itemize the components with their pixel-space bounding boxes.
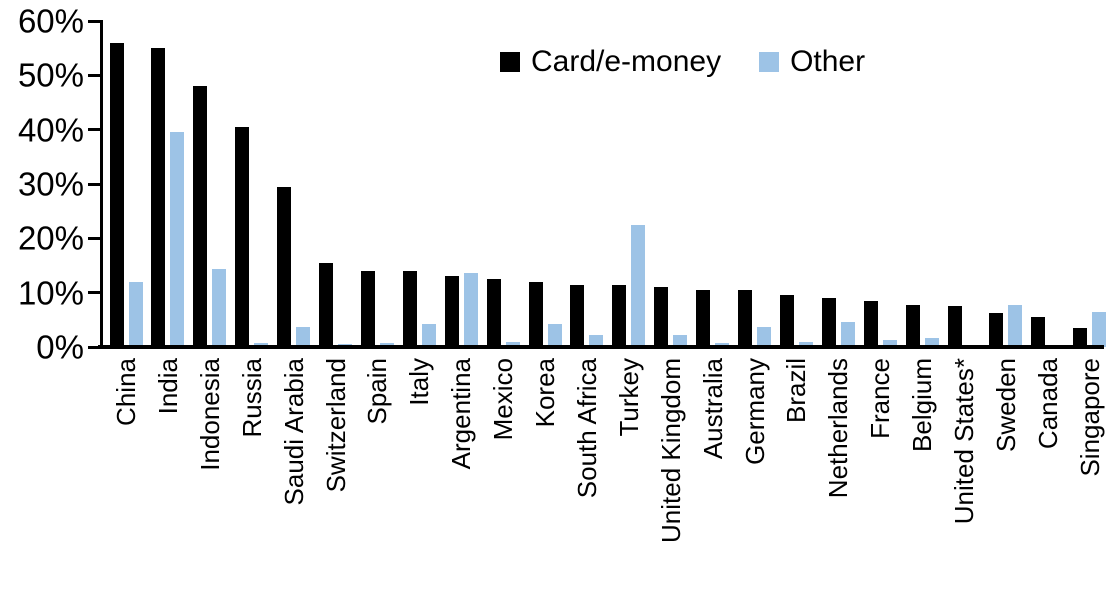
bar-card-e-money <box>360 270 375 347</box>
y-axis-tick <box>88 19 101 23</box>
bar-other <box>589 335 604 347</box>
bar-card-e-money <box>1073 327 1088 347</box>
y-axis-line <box>100 20 103 347</box>
y-axis-tick-label: 10% <box>17 274 84 312</box>
bar-other <box>296 327 311 347</box>
y-axis-tick-label: 30% <box>17 165 84 203</box>
bar-other <box>757 326 771 347</box>
bar-other <box>254 342 269 347</box>
bar-card-e-money <box>612 284 627 347</box>
bar-card-e-money <box>696 289 711 347</box>
legend-swatch-card-e-money-icon <box>500 52 520 72</box>
bar-other <box>798 342 813 347</box>
y-axis-tick <box>88 345 101 349</box>
bar-card-e-money <box>989 313 1004 347</box>
legend-item-card-e-money: Card/e-money <box>500 47 721 77</box>
y-axis-tick-label: 60% <box>17 2 84 40</box>
bar-other <box>715 342 730 347</box>
bar-other <box>128 281 143 347</box>
bar-card-e-money <box>277 186 292 347</box>
y-axis-tick <box>88 182 101 186</box>
bar-other <box>1092 312 1107 347</box>
bar-card-e-money <box>821 298 836 347</box>
bar-card-e-money <box>319 262 333 347</box>
bar-card-e-money <box>863 301 878 347</box>
bar-other <box>1008 304 1023 347</box>
legend-label-other: Other <box>790 45 866 78</box>
bar-other <box>170 132 185 347</box>
y-axis-tick-label: 40% <box>17 111 84 149</box>
legend-item-other: Other <box>759 47 865 77</box>
y-axis-tick-label: 50% <box>17 56 84 94</box>
bar-other <box>379 342 394 347</box>
bar-card-e-money <box>235 126 250 347</box>
bar-other <box>505 341 520 347</box>
bar-other <box>421 323 436 347</box>
y-axis-tick-label: 20% <box>17 219 84 257</box>
bar-card-e-money <box>779 294 794 347</box>
bar-card-e-money <box>193 86 208 347</box>
y-axis-tick <box>88 236 101 240</box>
bar-card-e-money <box>654 287 669 347</box>
legend-swatch-other-icon <box>759 52 780 72</box>
legend-label-card-e-money: Card/e-money <box>531 45 722 78</box>
bar-card-e-money <box>738 289 752 347</box>
bar-other <box>673 335 688 347</box>
bar-card-e-money <box>486 279 501 347</box>
bar-card-e-money <box>528 281 543 347</box>
bar-other <box>212 269 227 347</box>
x-axis-line <box>98 345 1104 349</box>
legend: Card/e-money Other <box>500 47 865 77</box>
bar-other <box>547 323 562 347</box>
bar-card-e-money <box>402 270 417 347</box>
bar-other <box>924 337 939 347</box>
y-axis-tick <box>88 73 101 77</box>
bar-other <box>840 322 855 347</box>
y-axis-tick-label: 0% <box>36 328 84 366</box>
bar-card-e-money <box>109 42 124 347</box>
bar-card-e-money <box>444 276 459 347</box>
y-axis-tick <box>88 128 101 132</box>
bar-card-e-money <box>947 306 962 347</box>
bar-card-e-money <box>905 304 920 347</box>
bar-other <box>882 340 897 347</box>
bar-card-e-money <box>1031 316 1046 347</box>
y-axis-tick <box>88 291 101 295</box>
bar-other <box>631 225 646 347</box>
bar-other <box>463 273 478 347</box>
bar-card-e-money <box>151 48 166 347</box>
bar-card-e-money <box>570 284 585 347</box>
